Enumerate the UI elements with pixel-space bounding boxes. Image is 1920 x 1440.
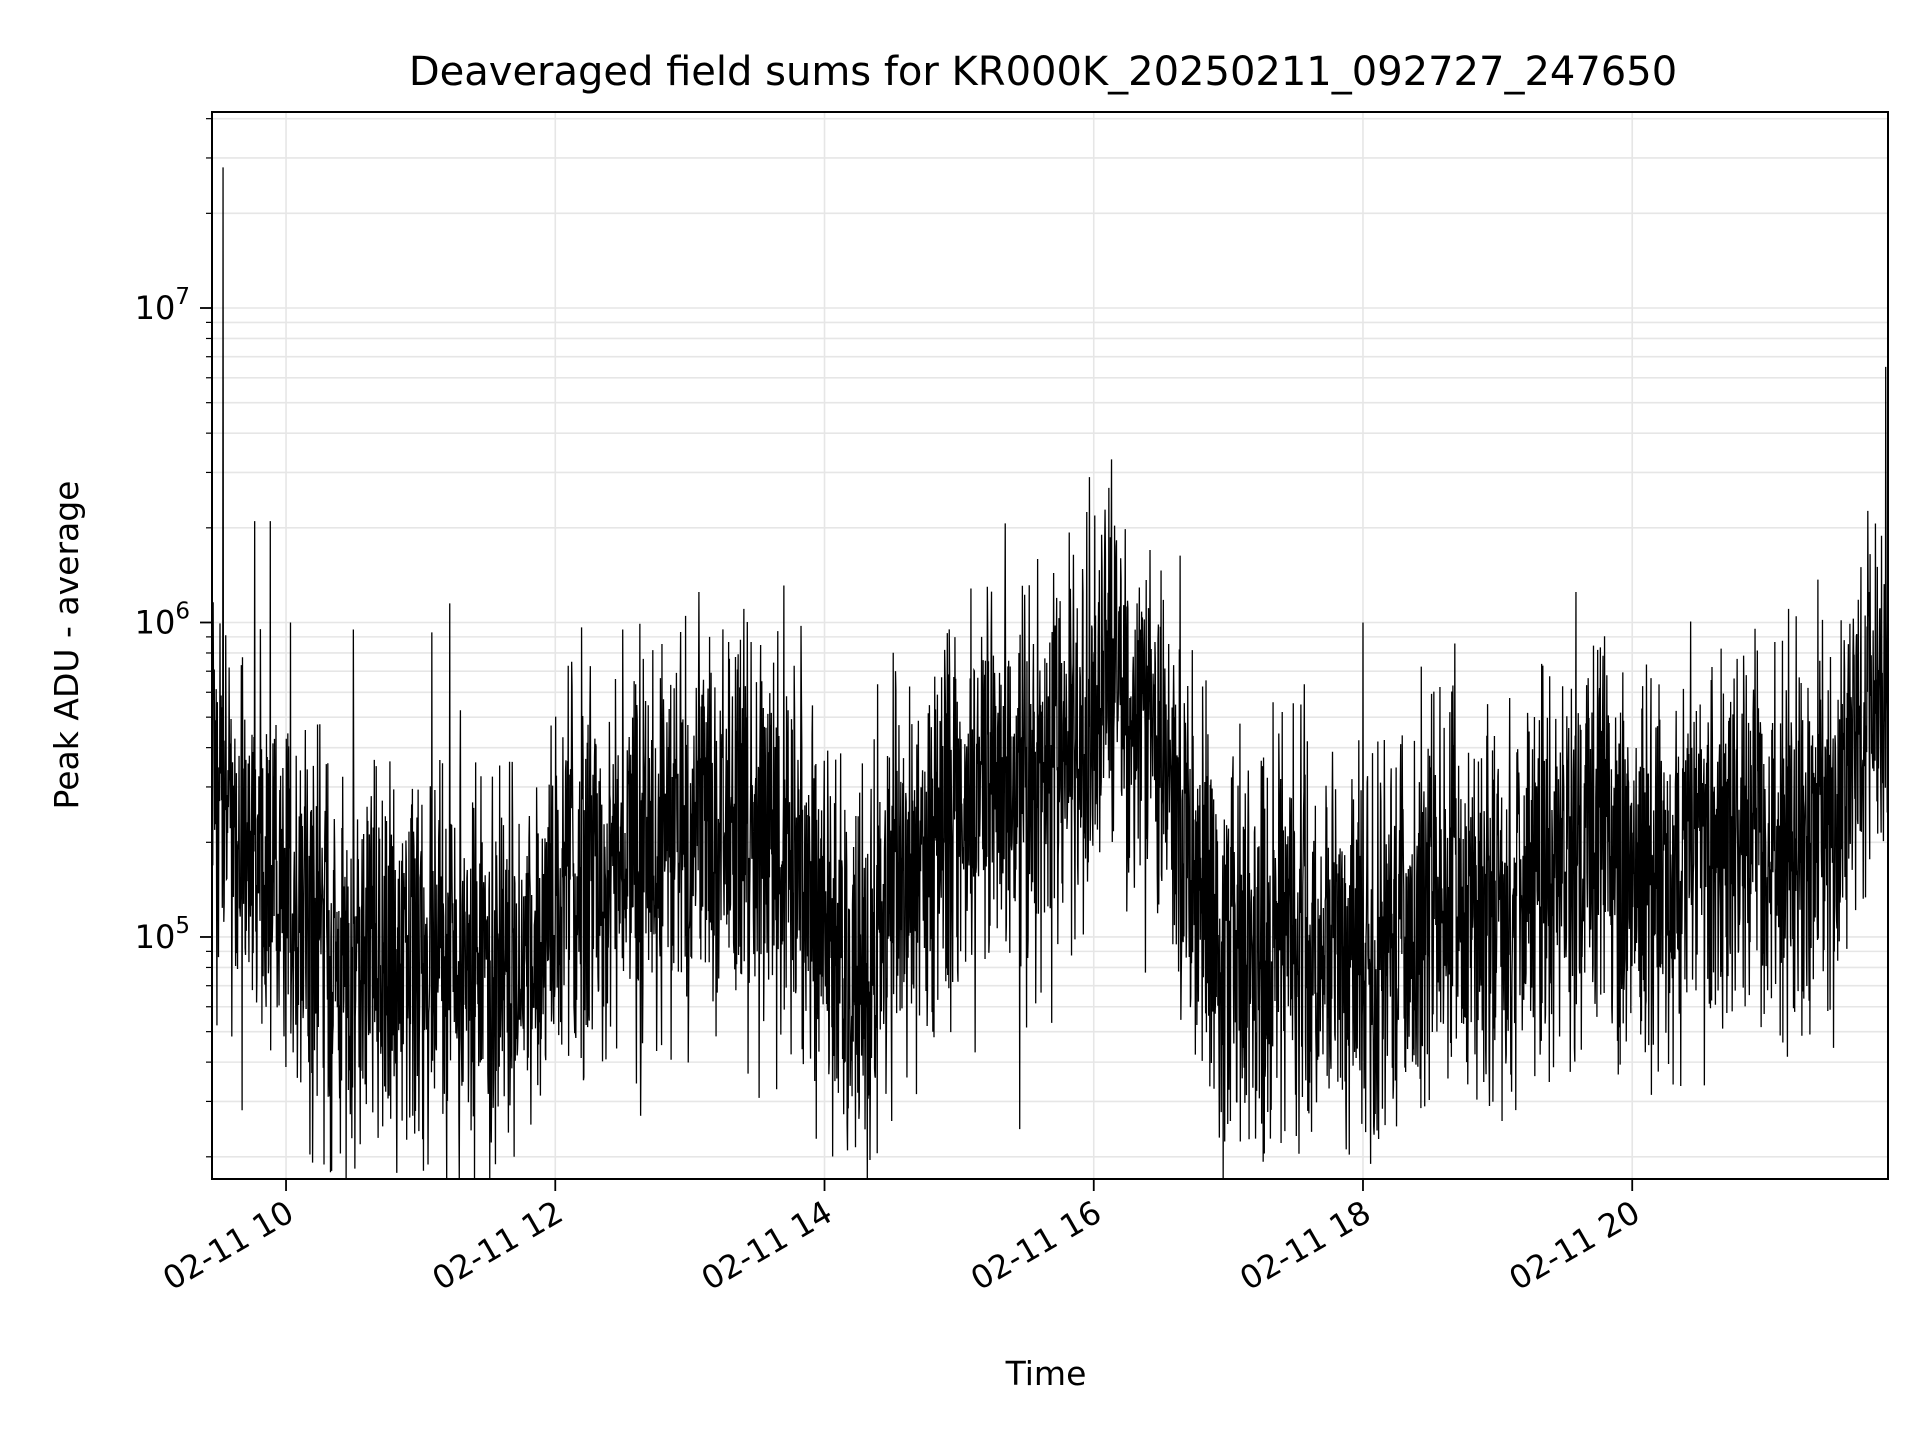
y-tick-label: 105 (135, 913, 190, 956)
data-series (211, 167, 1889, 1180)
chart-title: Deaveraged field sums for KR000K_2025021… (409, 49, 1677, 95)
plot-frame (211, 111, 1889, 1180)
y-axis-label: Peak ADU - average (47, 481, 86, 810)
y-tick-label: 107 (135, 284, 190, 327)
y-tick-label: 106 (135, 598, 190, 641)
y-axis: 105 106 107 (135, 118, 212, 1158)
series-line (211, 167, 1889, 1180)
x-axis-label: Time (1005, 1354, 1087, 1393)
